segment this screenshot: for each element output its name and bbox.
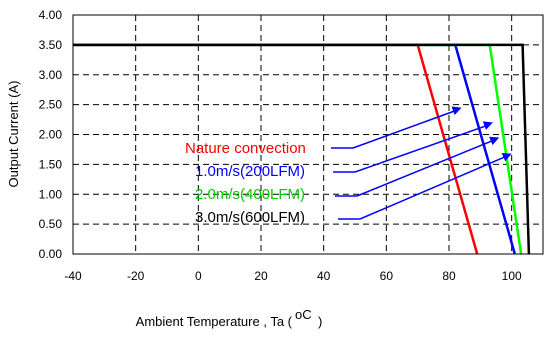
arrow-head-2 bbox=[489, 136, 500, 146]
x-tick-label-7: 100 bbox=[502, 269, 522, 283]
y-tick-label-2: 1.00 bbox=[39, 187, 63, 201]
y-tick-label-0: 0.00 bbox=[39, 247, 63, 261]
x-tick-label-5: 60 bbox=[380, 269, 394, 283]
legend-arrows bbox=[331, 106, 512, 220]
y-tick-label-4: 2.00 bbox=[39, 128, 63, 142]
plot-area-frame bbox=[72, 14, 544, 255]
arrow-head-1 bbox=[482, 121, 493, 130]
y-tick-label-5: 2.50 bbox=[39, 98, 63, 112]
y-axis-title: Output Current (A) bbox=[6, 81, 21, 188]
y-tick-label-6: 3.00 bbox=[39, 68, 63, 82]
legend: Nature convection 1.0m/s(200LFM) 2.0m/s(40… bbox=[185, 140, 306, 226]
arrow-head-3 bbox=[501, 153, 512, 162]
x-tick-label-3: 20 bbox=[254, 269, 268, 283]
y-tick-label-3: 1.50 bbox=[39, 157, 63, 171]
series-lines bbox=[73, 43, 531, 255]
series-line-3 bbox=[73, 43, 531, 255]
arrow-head-0 bbox=[451, 106, 462, 115]
legend-label-0: Nature convection bbox=[185, 140, 306, 157]
arrow-shaft-1 bbox=[354, 124, 488, 173]
legend-label-1: 1.0m/s(200LFM) bbox=[195, 163, 305, 180]
arrow-shaft-3 bbox=[359, 155, 506, 220]
x-tick-label-1: -20 bbox=[127, 269, 145, 283]
arrow-shaft-2 bbox=[356, 139, 494, 197]
x-tick-label-6: 80 bbox=[442, 269, 456, 283]
grid bbox=[73, 15, 543, 254]
x-axis-title-degree: oC bbox=[295, 307, 312, 322]
x-axis-title: Ambient Temperature , Ta ( bbox=[136, 314, 293, 329]
x-axis-title-close: ) bbox=[318, 314, 322, 329]
arrow-shaft-0 bbox=[352, 109, 456, 149]
x-axis-title-unit: oC bbox=[295, 307, 312, 322]
y-tick-label-7: 3.50 bbox=[39, 38, 63, 52]
y-tick-label-1: 0.50 bbox=[39, 217, 63, 231]
x-tick-label-4: 40 bbox=[317, 269, 331, 283]
x-tick-label-0: -40 bbox=[64, 269, 82, 283]
x-tick-label-2: 0 bbox=[195, 269, 202, 283]
legend-label-3: 3.0m/s(600LFM) bbox=[195, 209, 305, 226]
tick-labels: -40 -20 0 20 40 60 80 100 0.00 0.50 1.00 1.50 2.00 2.… bbox=[39, 8, 522, 283]
y-tick-label-8: 4.00 bbox=[39, 8, 63, 22]
legend-label-2: 2.0m/s(400LFM) bbox=[195, 186, 305, 203]
